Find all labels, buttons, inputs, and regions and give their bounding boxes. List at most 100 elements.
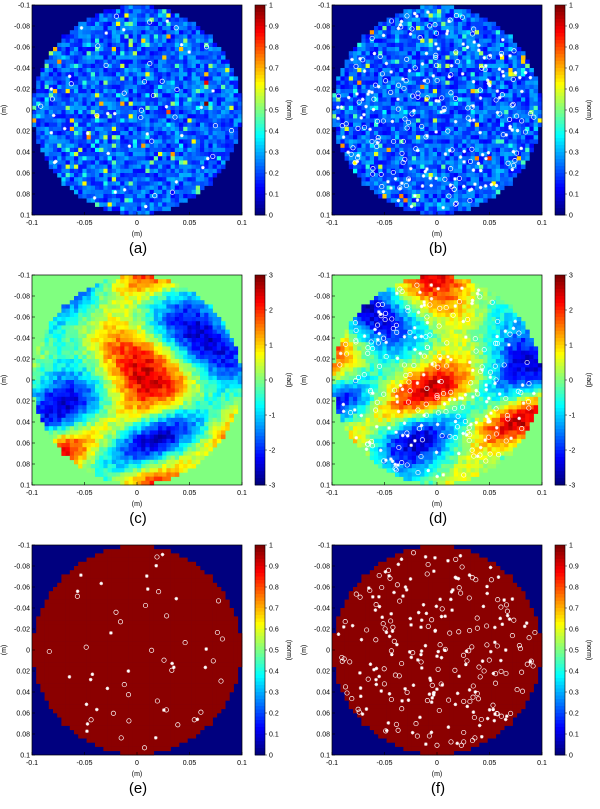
heatmap-cell [149,84,155,90]
heatmap-cell [437,63,442,69]
heatmap-cell [90,304,96,309]
marker-star [412,108,416,113]
heatmap-cell [191,26,197,31]
y-tick-label: -0.02 [314,87,330,94]
heatmap-cell [128,164,134,170]
heatmap-cell [348,72,354,77]
colorbar-segment [255,166,265,170]
heatmap-cell [445,160,450,165]
heatmap-cell [483,89,488,94]
heatmap-cell [487,47,492,52]
heatmap-cell [132,9,138,14]
heatmap-cell [437,26,442,31]
heatmap-cell [521,93,526,98]
heatmap-cell [191,47,197,52]
heatmap-cell [424,135,429,140]
heatmap-cell [116,110,121,115]
heatmap-cell [487,173,492,178]
y-tick-label: -0.04 [14,66,30,73]
heatmap-cell [32,371,37,377]
heatmap-cell [361,80,366,86]
heatmap-cell [86,63,92,69]
heatmap-cell [90,291,96,297]
heatmap-cell [466,101,471,107]
heatmap-cell [516,143,522,149]
heatmap-cell [512,118,518,123]
heatmap-cell [420,76,425,81]
heatmap-cell [432,13,438,18]
heatmap-cell [441,21,446,27]
heatmap-cell [437,139,442,144]
heatmap-cell [416,114,421,119]
heatmap-cell [99,291,104,297]
heatmap-cell [500,101,505,107]
heatmap-cell [386,114,392,119]
heatmap-cell [103,76,108,81]
heatmap-cell [69,118,75,123]
heatmap-cell [344,156,350,161]
heatmap-cell [187,89,192,94]
heatmap-cell [479,26,484,31]
heatmap-cell [441,198,446,203]
heatmap-cell [132,198,138,203]
heatmap-cell [495,168,501,174]
heatmap-cell [191,68,197,73]
heatmap-cell [149,122,155,128]
colorbar-segment [555,43,565,48]
heatmap-cell [416,51,421,56]
heatmap-cell [216,114,222,119]
heatmap-cell [174,126,180,132]
heatmap-cell [365,84,371,90]
heatmap-cell [407,202,413,207]
heatmap-cell [369,63,375,69]
heatmap-cell [453,59,459,65]
heatmap-cell [508,97,513,102]
heatmap-cell [90,143,96,149]
heatmap-cell [428,114,434,119]
heatmap-cell [103,93,108,98]
heatmap-cell [491,189,497,195]
heatmap-cell [212,51,218,56]
heatmap-cell [141,93,146,98]
heatmap-cell [441,42,446,48]
heatmap-cell [36,371,41,377]
heatmap-cell [103,34,108,39]
colorbar-segment [555,47,565,51]
heatmap-cell [65,84,71,90]
heatmap-cell [386,198,392,203]
heatmap-cell [78,139,83,144]
heatmap-cell [90,426,96,431]
heatmap-cell [369,42,375,48]
heatmap-cell [132,63,138,69]
heatmap-cell [95,371,100,377]
heatmap-cell [174,160,180,165]
heatmap-cell [395,59,400,65]
heatmap-cell [525,101,530,107]
heatmap-cell [390,34,396,39]
heatmap-cell [44,392,50,398]
marker-circle [469,31,476,37]
marker-star [487,83,492,88]
heatmap-cell [124,173,129,178]
heatmap-cell [470,38,476,44]
heatmap-cell [166,63,171,69]
heatmap-cell [462,51,467,56]
heatmap-cell [90,185,96,191]
heatmap-cell [57,401,62,406]
heatmap-cell [483,93,488,98]
heatmap-cell [90,459,96,465]
heatmap-cell [500,173,505,178]
heatmap-cell [99,464,104,469]
heatmap-cell [44,105,50,111]
heatmap-cell [74,76,79,81]
heatmap-cell [44,396,50,402]
heatmap-cell [162,118,167,123]
heatmap-cell [174,105,180,111]
heatmap-cell [99,472,104,477]
heatmap-cell [99,160,104,165]
heatmap-cell [212,126,218,132]
heatmap-cell [533,135,539,140]
heatmap-cell [411,189,417,195]
heatmap-cell [466,42,471,48]
heatmap-cell [170,38,176,44]
